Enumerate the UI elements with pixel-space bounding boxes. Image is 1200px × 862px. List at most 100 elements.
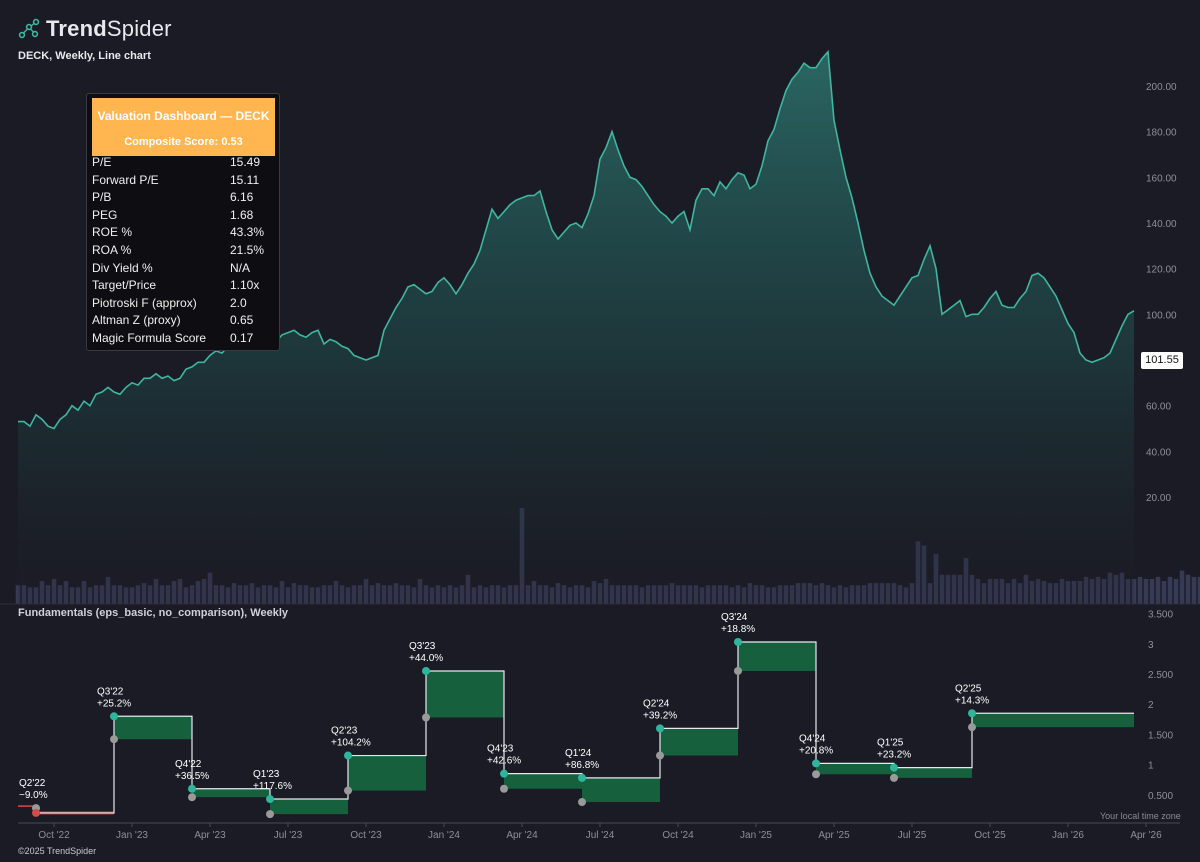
eps-actual-dot bbox=[500, 769, 508, 778]
metric-value: 15.49 bbox=[230, 155, 261, 169]
time-tick-label: Apr '24 bbox=[506, 830, 538, 841]
quarter-label: Q2'24 bbox=[643, 698, 670, 709]
eps-tick-label: 3 bbox=[1148, 640, 1154, 651]
quarter-label: Q3'22 bbox=[97, 686, 124, 697]
eps-change-label: −9.0% bbox=[19, 790, 48, 801]
eps-change-label: +44.0% bbox=[409, 653, 443, 664]
eps-change-label: +104.2% bbox=[331, 738, 371, 749]
eps-estimate-dot bbox=[812, 770, 820, 779]
time-tick-label: Oct '22 bbox=[38, 830, 70, 841]
eps-actual-dot bbox=[656, 724, 664, 733]
volume-bar bbox=[1143, 578, 1149, 604]
dashboard-row: Div Yield % N/A bbox=[92, 261, 276, 278]
time-tick-label: Oct '25 bbox=[974, 830, 1006, 841]
price-tick-label: 20.00 bbox=[1146, 493, 1171, 504]
time-tick-label: Jan '24 bbox=[428, 830, 460, 841]
brand-name: TrendSpider bbox=[46, 16, 172, 41]
dashboard-row: PEG 1.68 bbox=[92, 208, 276, 225]
eps-tick-label: 0.500 bbox=[1148, 791, 1173, 802]
time-tick-label: Jul '24 bbox=[586, 830, 615, 841]
metric-name: Target/Price bbox=[92, 278, 157, 293]
quarter-label: Q2'22 bbox=[19, 778, 46, 789]
metric-name: Piotroski F (approx) bbox=[92, 295, 197, 310]
volume-bar bbox=[1161, 581, 1167, 604]
time-tick-label: Oct '24 bbox=[662, 830, 694, 841]
time-tick-label: Jan '23 bbox=[116, 830, 148, 841]
dashboard-row: Magic Formula Score 0.17 bbox=[92, 331, 276, 348]
metric-name: Altman Z (proxy) bbox=[92, 313, 181, 328]
metric-name: ROE % bbox=[92, 225, 133, 240]
price-axis: 200.00180.00160.00140.00120.00100.0080.0… bbox=[1146, 82, 1177, 504]
eps-change-label: +20.8% bbox=[799, 745, 833, 756]
dashboard-row: Piotroski F (approx) 2.0 bbox=[92, 296, 276, 313]
dashboard-row: Forward P/E 15.11 bbox=[92, 173, 276, 190]
eps-tick-label: 2.500 bbox=[1148, 670, 1173, 681]
metric-name: ROA % bbox=[92, 243, 132, 257]
price-area bbox=[18, 51, 1134, 605]
eps-actual-dot bbox=[266, 795, 274, 804]
eps-actual-dot bbox=[812, 759, 820, 768]
valuation-dashboard: Valuation Dashboard — DECK Composite Sco… bbox=[86, 93, 280, 351]
metric-value: 1.10x bbox=[230, 278, 260, 293]
time-axis: Oct '22 Jan '23 Apr '23 Jul '23 Oct '23 Jan '… bbox=[38, 823, 1162, 841]
metric-value: 43.3% bbox=[230, 225, 265, 240]
eps-actual-dot bbox=[422, 666, 430, 675]
eps-change-label: +23.2% bbox=[877, 750, 911, 761]
volume-bar bbox=[1197, 576, 1200, 604]
quarter-label: Q4'24 bbox=[799, 733, 826, 744]
eps-surprise-box bbox=[270, 799, 348, 815]
quarter-label: Q1'25 bbox=[877, 738, 904, 749]
quarter-label: Q1'23 bbox=[253, 769, 280, 780]
dashboard-title: Valuation Dashboard — DECK bbox=[97, 109, 270, 123]
eps-actual-dot bbox=[188, 784, 196, 793]
fundamentals-subtitle: Fundamentals (eps_basic, no_comparison),… bbox=[18, 607, 288, 619]
trendspider-logo-icon bbox=[18, 18, 40, 39]
eps-change-label: +117.6% bbox=[253, 781, 292, 792]
metric-value: 2.0 bbox=[230, 295, 247, 310]
eps-surprise-box bbox=[894, 767, 972, 778]
eps-surprise-box bbox=[114, 716, 192, 740]
timezone-label[interactable]: Your local time zone bbox=[1100, 811, 1181, 821]
price-tick-label: 60.00 bbox=[1146, 402, 1171, 413]
eps-change-label: +14.3% bbox=[955, 695, 989, 706]
last-price-badge: 101.55 bbox=[1141, 352, 1183, 369]
eps-actual-dot bbox=[578, 773, 586, 782]
volume-bar bbox=[1179, 570, 1185, 604]
eps-tick-label: 3.500 bbox=[1148, 610, 1173, 621]
quarter-label: Q3'24 bbox=[721, 612, 748, 623]
eps-estimate-dot bbox=[344, 786, 352, 795]
volume-bar bbox=[1137, 576, 1143, 604]
eps-step-chart: Q2'22−9.0% Q3'22+25.2% Q4'22+36.5% Q1'23+11… bbox=[18, 612, 1134, 819]
quarter-label: Q2'25 bbox=[955, 683, 982, 694]
eps-actual-dot bbox=[32, 808, 40, 817]
price-tick-label: 160.00 bbox=[1146, 173, 1177, 184]
dashboard-row: Target/Price 1.10x bbox=[92, 278, 276, 295]
eps-surprise-box bbox=[582, 777, 660, 803]
quarter-label: Q3'23 bbox=[409, 641, 436, 652]
metric-name: P/B bbox=[92, 190, 112, 205]
volume-bar bbox=[1173, 578, 1179, 604]
metric-value: 0.65 bbox=[230, 313, 254, 328]
metric-value: 21.5% bbox=[230, 243, 265, 257]
metric-name: Forward P/E bbox=[92, 172, 159, 187]
eps-surprise-box bbox=[348, 755, 426, 791]
eps-change-label: +36.5% bbox=[175, 771, 209, 782]
eps-axis: 3.500 3 2.500 2 1.500 1 0.500 bbox=[1148, 610, 1173, 802]
price-tick-label: 100.00 bbox=[1146, 310, 1177, 321]
eps-surprise-box bbox=[426, 670, 504, 718]
time-tick-label: Jan '25 bbox=[740, 830, 772, 841]
eps-tick-label: 1.500 bbox=[1148, 730, 1173, 741]
volume-bar bbox=[1149, 578, 1155, 604]
eps-change-label: +39.2% bbox=[643, 710, 677, 721]
composite-score: Composite Score: 0.53 bbox=[124, 136, 243, 148]
metric-value: 1.68 bbox=[230, 207, 254, 222]
time-tick-label: Apr '26 bbox=[1130, 830, 1162, 841]
eps-estimate-dot bbox=[422, 713, 430, 722]
time-tick-label: Jul '23 bbox=[274, 830, 303, 841]
quarter-label: Q4'22 bbox=[175, 759, 202, 770]
eps-surprise-box bbox=[816, 763, 894, 775]
time-tick-label: Jan '26 bbox=[1052, 830, 1084, 841]
eps-estimate-dot bbox=[734, 666, 742, 675]
eps-change-label: +42.6% bbox=[487, 756, 521, 767]
eps-surprise-box bbox=[660, 728, 738, 756]
